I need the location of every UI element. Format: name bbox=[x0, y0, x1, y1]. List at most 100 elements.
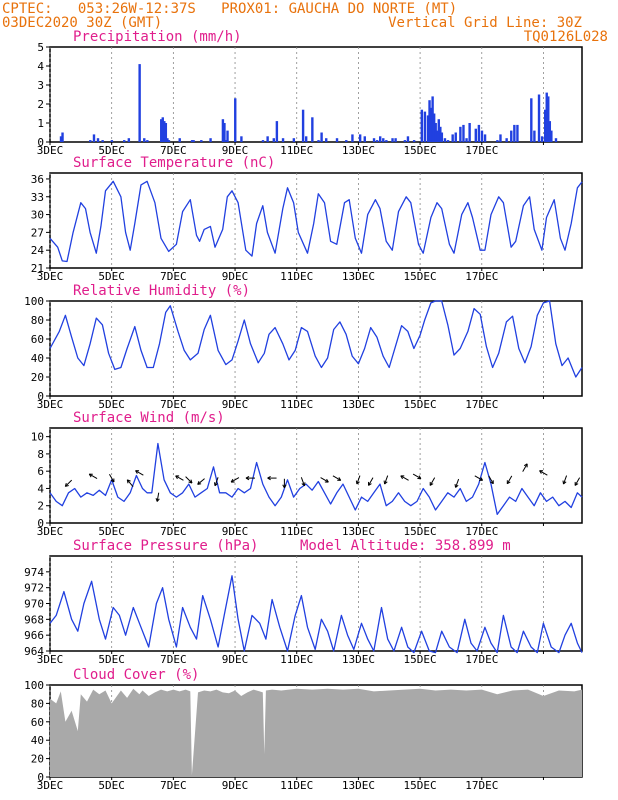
y-tick-label: 30 bbox=[31, 209, 44, 222]
precip-bar bbox=[221, 119, 225, 142]
x-tick-label: 17DEC bbox=[465, 144, 498, 157]
x-tick-label: 13DEC bbox=[342, 779, 375, 792]
precip-bar bbox=[372, 138, 376, 142]
y-tick-label: 33 bbox=[31, 191, 44, 204]
model-code: TQ0126L028 bbox=[523, 29, 608, 45]
x-tick-label: 17DEC bbox=[465, 525, 498, 538]
precip-bar bbox=[391, 138, 394, 142]
x-tick-label: 17DEC bbox=[465, 398, 498, 411]
x-tick-label: 17DEC bbox=[465, 779, 498, 792]
x-tick-label: 11DEC bbox=[280, 270, 313, 283]
precip-bar bbox=[432, 113, 436, 142]
y-tick-label: 972 bbox=[24, 582, 44, 595]
panel-title: Relative Humidity (%) bbox=[73, 283, 250, 299]
precip-bar bbox=[446, 140, 450, 142]
wind-arrow bbox=[300, 477, 306, 487]
precip-bar bbox=[178, 138, 181, 142]
x-tick-label: 13DEC bbox=[342, 525, 375, 538]
precip-bar bbox=[428, 100, 431, 142]
precip-bar bbox=[394, 138, 397, 142]
y-tick-label: 4 bbox=[37, 60, 44, 73]
y-tick-label: 2 bbox=[37, 98, 44, 111]
y-tick-label: 6 bbox=[37, 465, 44, 478]
x-tick-label: 15DEC bbox=[404, 144, 437, 157]
grid-note: Vertical Grid Line: 30Z bbox=[388, 15, 582, 31]
precip-bar bbox=[320, 132, 323, 142]
precip-bar bbox=[462, 124, 465, 142]
precip-bar bbox=[513, 124, 516, 142]
precip-bar bbox=[403, 140, 407, 142]
x-tick-label: 3DEC bbox=[37, 398, 64, 411]
x-tick-label: 13DEC bbox=[342, 144, 375, 157]
precip-bar bbox=[209, 138, 212, 142]
panel-1: 0 1 2 3 4 5 3DEC 5DEC 7DEC 9DEC 11DEC 13DEC 15DEC 17D… bbox=[37, 29, 583, 157]
x-tick-label: 13DEC bbox=[342, 398, 375, 411]
x-tick-label: 15DEC bbox=[404, 398, 437, 411]
wind-arrow bbox=[64, 479, 73, 487]
x-tick-label: 3DEC bbox=[37, 653, 64, 666]
wind-arrow bbox=[400, 475, 409, 481]
precip-bar bbox=[423, 111, 427, 142]
panel-title: Surface Wind (m/s) bbox=[73, 410, 225, 426]
y-tick-label: 8 bbox=[37, 448, 44, 461]
precip-bar bbox=[545, 92, 548, 142]
precip-bar bbox=[443, 138, 447, 142]
precip-bar bbox=[281, 138, 285, 142]
y-tick-label: 968 bbox=[24, 613, 44, 626]
panel-frame bbox=[49, 172, 583, 269]
x-tick-label: 3DEC bbox=[37, 525, 64, 538]
precip-bar bbox=[101, 140, 104, 142]
y-tick-label: 0 bbox=[37, 136, 44, 149]
precip-bar bbox=[505, 138, 508, 142]
wind-arrow bbox=[539, 470, 548, 476]
precip-bar bbox=[224, 140, 228, 142]
y-tick-label: 5 bbox=[37, 41, 44, 54]
precip-bar bbox=[127, 138, 131, 142]
precip-bar bbox=[261, 140, 265, 142]
x-tick-label: 5DEC bbox=[98, 653, 125, 666]
y-tick-label: 1 bbox=[37, 117, 44, 130]
precip-bar bbox=[477, 124, 481, 142]
precip-bar bbox=[292, 138, 296, 142]
x-tick-label: 17DEC bbox=[465, 653, 498, 666]
wind-arrow bbox=[230, 477, 240, 483]
precip-bar bbox=[451, 134, 454, 142]
precip-bar bbox=[437, 119, 440, 142]
precip-bar bbox=[499, 134, 502, 142]
y-tick-label: 24 bbox=[31, 244, 45, 257]
precip-bar bbox=[533, 130, 536, 142]
precip-bar bbox=[138, 64, 141, 142]
x-tick-label: 13DEC bbox=[342, 653, 375, 666]
precip-bar bbox=[123, 140, 126, 142]
precip-bar bbox=[275, 121, 279, 142]
y-tick-label: 964 bbox=[24, 645, 44, 658]
panel-4: 0 2 4 6 8 10 3DEC 5DEC 7DEC 9DEC 11DEC 13DEC 15DEC 17… bbox=[31, 410, 583, 538]
precip-bar bbox=[530, 98, 533, 142]
precip-bar bbox=[496, 140, 499, 142]
wind-arrow bbox=[108, 473, 115, 483]
x-tick-label: 11DEC bbox=[280, 525, 313, 538]
precip-bar bbox=[554, 138, 558, 142]
precip-bar bbox=[163, 121, 166, 142]
x-tick-label: 7DEC bbox=[160, 270, 187, 283]
panel-frame bbox=[49, 427, 583, 524]
precip-bar bbox=[110, 140, 114, 142]
x-tick-label: 9DEC bbox=[222, 144, 249, 157]
panel-3: 0 20 40 60 80 100 3DEC 5DEC 7DEC 9DEC 11DEC 13DEC 15… bbox=[24, 283, 583, 411]
x-tick-label: 11DEC bbox=[280, 144, 313, 157]
panel-2: 21 24 27 30 33 36 3DEC 5DEC 7DEC 9DEC 11DEC 13DEC 15… bbox=[31, 155, 583, 283]
y-tick-label: 100 bbox=[24, 295, 44, 308]
header-line-2: 03DEC2020 30Z (GMT) bbox=[2, 15, 163, 31]
precip-bar bbox=[540, 136, 544, 142]
y-tick-label: 20 bbox=[31, 753, 44, 766]
precip-bar bbox=[548, 121, 552, 142]
wind-arrow bbox=[245, 475, 255, 481]
precip-bar bbox=[412, 140, 416, 142]
x-tick-label: 7DEC bbox=[160, 779, 187, 792]
wind-arrow bbox=[135, 470, 144, 476]
x-tick-label: 5DEC bbox=[98, 525, 125, 538]
series-line bbox=[49, 180, 583, 263]
precip-bar bbox=[474, 128, 477, 142]
precip-bar bbox=[160, 119, 163, 142]
